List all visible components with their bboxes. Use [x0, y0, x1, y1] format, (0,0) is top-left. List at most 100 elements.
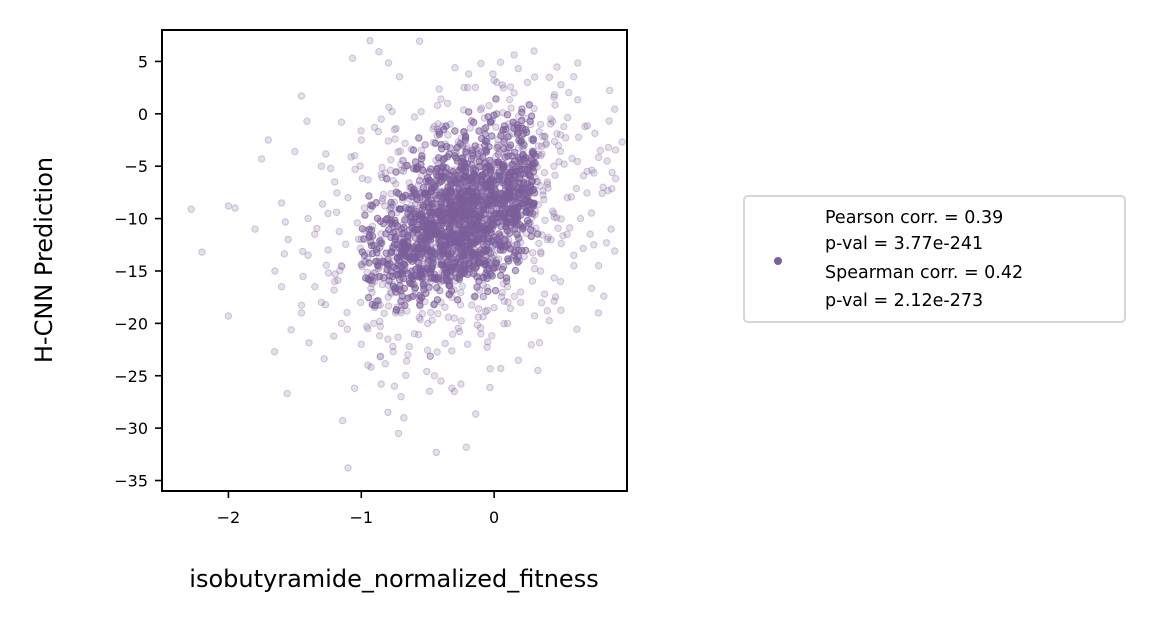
scatter-point [488, 166, 496, 174]
scatter-point [518, 192, 527, 200]
scatter-point [468, 174, 476, 182]
scatter-point [440, 175, 448, 183]
scatter-point [477, 177, 485, 186]
scatter-point [492, 95, 500, 103]
scatter-point [409, 146, 418, 154]
scatter-point [471, 229, 479, 237]
legend-marker [774, 257, 782, 265]
scatter-point [364, 176, 372, 184]
scatter-point [590, 241, 598, 249]
scatter-point [299, 247, 307, 256]
scatter-point [536, 152, 545, 160]
y-tick-label: 0 [138, 105, 148, 124]
scatter-point [521, 185, 530, 193]
scatter-point [459, 203, 468, 211]
scatter-point [410, 285, 419, 293]
scatter-point [565, 88, 573, 97]
scatter-point [474, 216, 483, 225]
scatter-point [418, 165, 427, 174]
scatter-point [492, 180, 500, 189]
scatter-point [485, 211, 494, 219]
scatter-point [471, 181, 480, 190]
scatter-point [453, 254, 461, 263]
scatter-point [425, 387, 434, 395]
scatter-point [442, 164, 450, 172]
scatter-point [456, 197, 464, 205]
scatter-point [399, 220, 407, 228]
scatter-point [447, 181, 455, 189]
scatter-point [501, 235, 509, 243]
scatter-point [403, 250, 412, 258]
scatter-point [563, 230, 571, 239]
scatter-point [425, 216, 433, 224]
scatter-point [498, 243, 506, 252]
scatter-point [454, 205, 463, 214]
scatter-point [337, 319, 346, 328]
scatter-point [465, 186, 474, 195]
scatter-point [543, 180, 552, 189]
scatter-point [474, 215, 483, 223]
scatter-point [400, 414, 408, 422]
scatter-point [357, 235, 365, 244]
scatter-point [390, 223, 398, 231]
scatter-point [398, 239, 407, 247]
scatter-point [366, 36, 374, 45]
scatter-point [498, 204, 507, 212]
scatter-point [305, 339, 313, 347]
scatter-point [477, 148, 485, 156]
scatter-point [514, 212, 522, 221]
scatter-point [476, 222, 484, 230]
scatter-point [398, 244, 406, 253]
scatter-point [442, 236, 450, 244]
scatter-point [368, 222, 377, 231]
scatter-point [512, 160, 520, 169]
scatter-point [478, 171, 487, 179]
scatter-point [499, 84, 507, 92]
scatter-point [331, 178, 339, 186]
scatter-point [512, 175, 520, 183]
scatter-point [444, 186, 453, 195]
scatter-point [395, 73, 404, 81]
scatter-point [503, 152, 512, 161]
scatter-point [364, 249, 372, 258]
scatter-point [459, 169, 468, 177]
scatter-point [449, 262, 458, 271]
scatter-point [512, 167, 521, 176]
scatter-point [452, 189, 461, 197]
scatter-point [405, 179, 413, 187]
scatter-point [458, 238, 466, 247]
scatter-point [522, 194, 530, 203]
scatter-point [447, 220, 455, 228]
scatter-point [337, 262, 346, 270]
scatter-point [499, 177, 507, 185]
scatter-point [434, 207, 442, 216]
scatter-point [496, 192, 505, 201]
scatter-point [550, 209, 558, 218]
scatter-point [458, 234, 467, 242]
scatter-point [445, 187, 454, 195]
scatter-point [480, 231, 489, 239]
scatter-point [455, 269, 464, 278]
scatter-point [324, 246, 332, 254]
scatter-point [416, 193, 424, 202]
scatter-point [485, 191, 494, 200]
scatter-point [470, 211, 479, 219]
scatter-point [403, 307, 411, 315]
scatter-point [418, 155, 426, 163]
scatter-point [482, 269, 490, 278]
scatter-point [433, 284, 441, 292]
scatter-point [457, 227, 466, 236]
scatter-point [277, 283, 286, 291]
scatter-point [477, 238, 485, 246]
scatter-point [504, 180, 512, 189]
scatter-point [437, 377, 445, 385]
scatter-point [430, 300, 439, 308]
scatter-point [497, 201, 506, 210]
scatter-point [376, 317, 384, 326]
scatter-point [417, 234, 425, 242]
scatter-point [504, 172, 512, 181]
scatter-point [284, 235, 292, 244]
scatter-point [526, 219, 534, 228]
scatter-point [416, 201, 424, 209]
y-tick-label: −15 [114, 262, 148, 281]
